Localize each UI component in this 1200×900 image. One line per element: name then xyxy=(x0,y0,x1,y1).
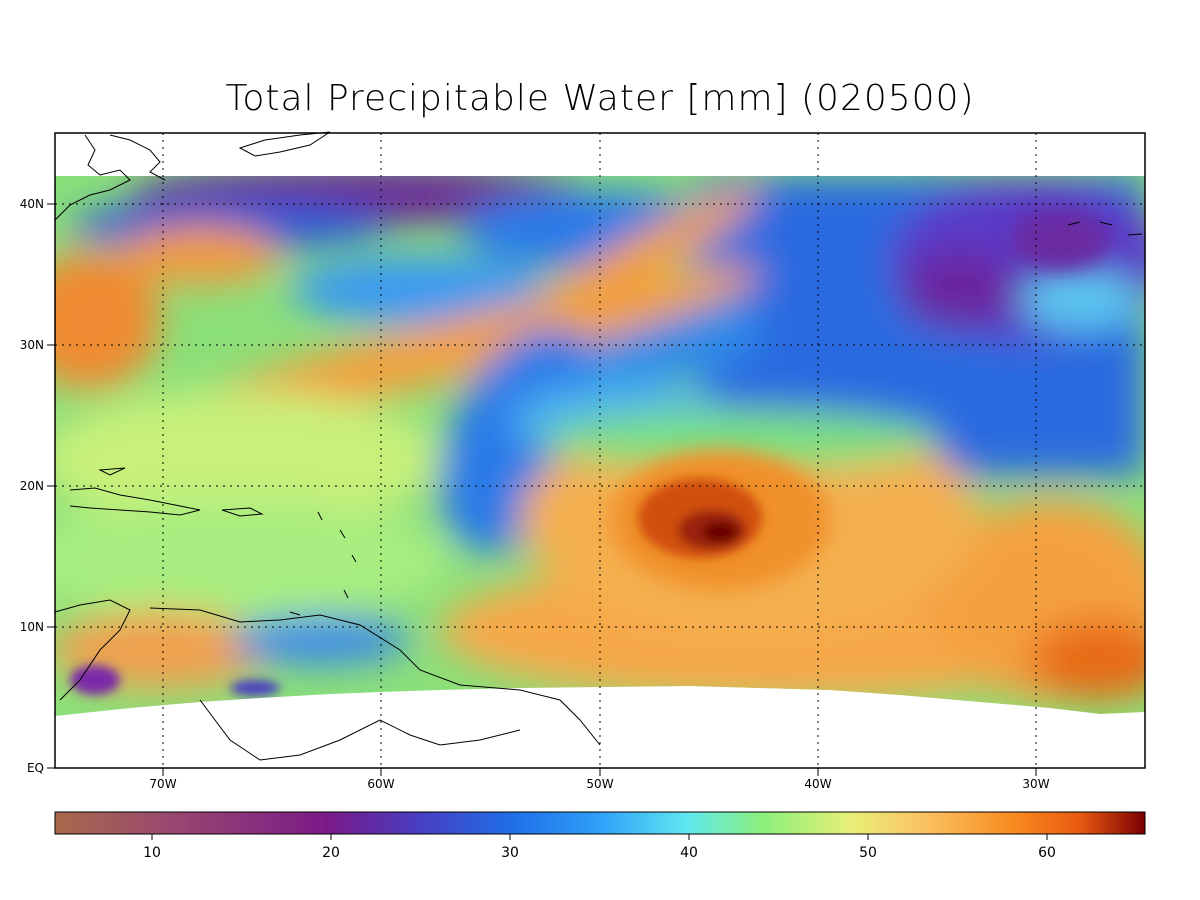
longitude-labels: 70W 60W 50W 40W 30W xyxy=(149,777,1049,791)
axis-ticks xyxy=(47,203,1037,776)
latitude-labels: EQ 10N 20N 30N 40N xyxy=(20,197,44,775)
colorbar-strip xyxy=(54,811,1146,835)
lon-label-50w: 50W xyxy=(586,777,613,791)
lat-label-10n: 10N xyxy=(20,620,44,634)
lat-label-40n: 40N xyxy=(20,197,44,211)
lon-label-70w: 70W xyxy=(149,777,176,791)
colorbar-label-30: 30 xyxy=(501,845,519,861)
colorbar-label-50: 50 xyxy=(859,845,877,861)
tpw-field xyxy=(55,176,1145,716)
lat-label-20n: 20N xyxy=(20,479,44,493)
lat-label-30n: 30N xyxy=(20,338,44,352)
coastlines xyxy=(54,131,1143,761)
map-title: Total Precipitable Water [mm] (020500) xyxy=(225,78,975,119)
lon-label-40w: 40W xyxy=(804,777,831,791)
lon-label-60w: 60W xyxy=(367,777,394,791)
graticule xyxy=(55,133,1145,768)
lat-label-eq: EQ xyxy=(27,761,44,775)
colorbar-label-20: 20 xyxy=(322,845,340,861)
colorbar-label-10: 10 xyxy=(143,845,161,861)
colorbar-label-60: 60 xyxy=(1038,845,1056,861)
colorbar-label-40: 40 xyxy=(680,845,698,861)
colorbar: 10 20 30 40 50 60 xyxy=(54,811,1146,861)
lon-label-30w: 30W xyxy=(1022,777,1049,791)
